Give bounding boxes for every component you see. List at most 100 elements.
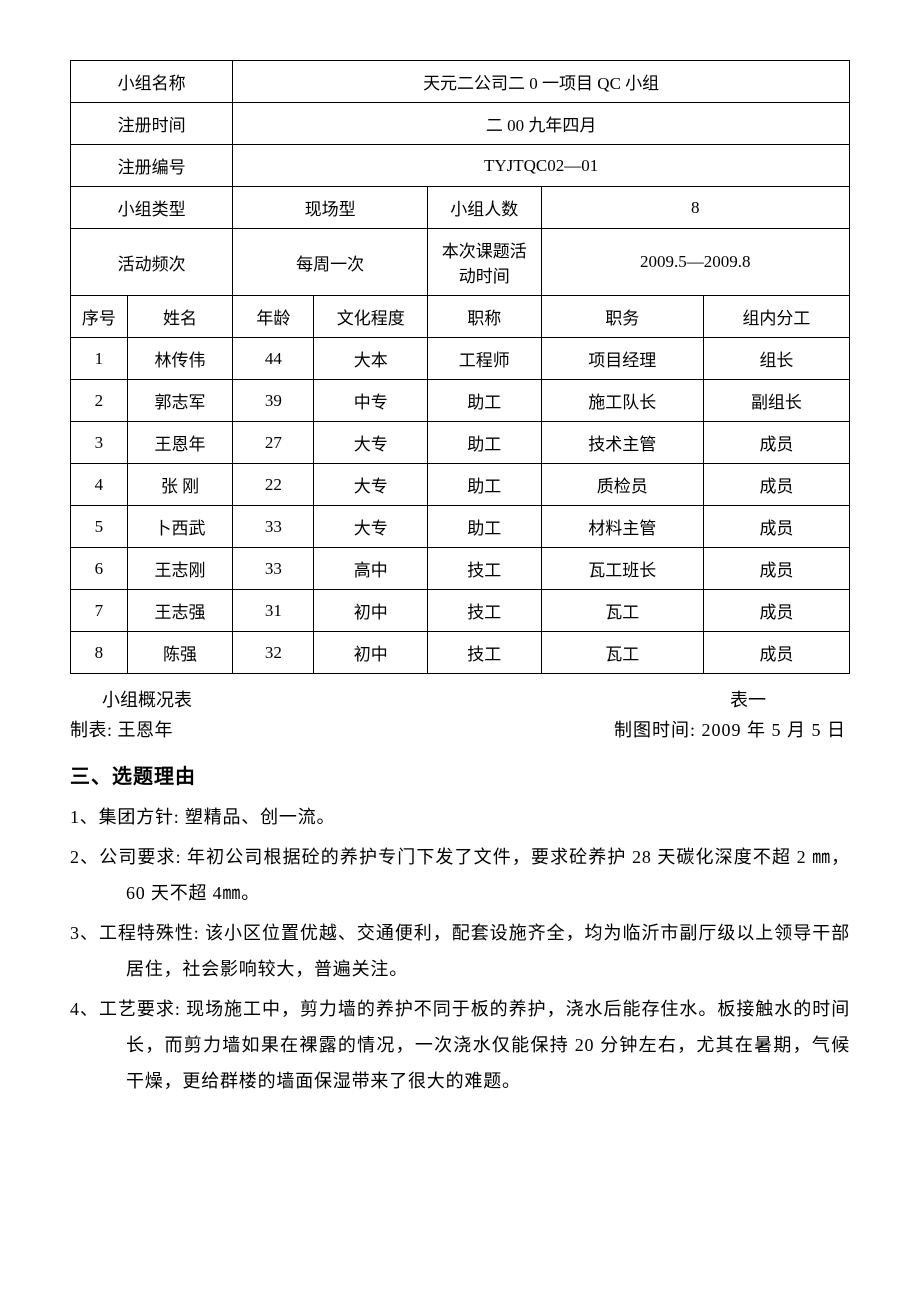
table-cell: 王恩年	[127, 422, 232, 464]
table-cell: 7	[71, 590, 128, 632]
table-cell: 项目经理	[541, 338, 703, 380]
paragraph-item: 3、工程特殊性: 该小区位置优越、交通便利，配套设施齐全，均为临沂市副厅级以上领…	[126, 915, 850, 987]
register-time-value: 二 00 九年四月	[233, 103, 850, 145]
table-cell: 成员	[703, 506, 849, 548]
table-cell: 22	[233, 464, 314, 506]
table-row: 6王志刚33高中技工瓦工班长成员	[71, 548, 850, 590]
table-cell: 卜西武	[127, 506, 232, 548]
table-cell: 31	[233, 590, 314, 632]
register-time-label: 注册时间	[71, 103, 233, 145]
freq-label: 活动频次	[71, 229, 233, 296]
table-cell: 技工	[428, 632, 542, 674]
table-cell: 张 刚	[127, 464, 232, 506]
table-cell: 3	[71, 422, 128, 464]
table-cell: 44	[233, 338, 314, 380]
table-cell: 王志强	[127, 590, 232, 632]
table-row: 7王志强31初中技工瓦工成员	[71, 590, 850, 632]
table-row: 1林传伟44大本工程师项目经理组长	[71, 338, 850, 380]
col-title: 职称	[428, 296, 542, 338]
author-row: 制表: 王恩年 制图时间: 2009 年 5 月 5 日	[70, 716, 850, 742]
table-cell: 技术主管	[541, 422, 703, 464]
table-cell: 33	[233, 506, 314, 548]
col-age: 年龄	[233, 296, 314, 338]
table-cell: 高中	[314, 548, 428, 590]
author-date: 制图时间: 2009 年 5 月 5 日	[614, 716, 846, 742]
table-cell: 助工	[428, 506, 542, 548]
paragraph-item: 4、工艺要求: 现场施工中，剪力墙的养护不同于板的养护，浇水后能存住水。板接触水…	[126, 991, 850, 1099]
table-cell: 郭志军	[127, 380, 232, 422]
group-type-value: 现场型	[233, 187, 428, 229]
table-cell: 6	[71, 548, 128, 590]
col-name: 姓名	[127, 296, 232, 338]
table-row: 5卜西武33大专助工材料主管成员	[71, 506, 850, 548]
table-cell: 王志刚	[127, 548, 232, 590]
table-cell: 中专	[314, 380, 428, 422]
table-row: 8陈强32初中技工瓦工成员	[71, 632, 850, 674]
member-header-row: 序号 姓名 年龄 文化程度 职称 职务 组内分工	[71, 296, 850, 338]
table-cell: 质检员	[541, 464, 703, 506]
table-cell: 成员	[703, 632, 849, 674]
author-name: 制表: 王恩年	[70, 716, 173, 742]
info-row-name: 小组名称 天元二公司二 0 一项目 QC 小组	[71, 61, 850, 103]
table-cell: 助工	[428, 422, 542, 464]
info-row-register-no: 注册编号 TYJTQC02—01	[71, 145, 850, 187]
table-cell: 林传伟	[127, 338, 232, 380]
table-cell: 瓦工	[541, 590, 703, 632]
caption-right: 表一	[730, 686, 766, 712]
activity-time-value: 2009.5—2009.8	[541, 229, 849, 296]
group-name-value: 天元二公司二 0 一项目 QC 小组	[233, 61, 850, 103]
freq-value: 每周一次	[233, 229, 428, 296]
paragraph-item: 2、公司要求: 年初公司根据砼的养护专门下发了文件，要求砼养护 28 天碳化深度…	[126, 839, 850, 911]
group-type-label: 小组类型	[71, 187, 233, 229]
group-count-label: 小组人数	[428, 187, 542, 229]
table-cell: 技工	[428, 590, 542, 632]
info-row-type: 小组类型 现场型 小组人数 8	[71, 187, 850, 229]
info-row-freq: 活动频次 每周一次 本次课题活动时间 2009.5—2009.8	[71, 229, 850, 296]
table-row: 2郭志军39中专助工施工队长副组长	[71, 380, 850, 422]
table-cell: 大本	[314, 338, 428, 380]
group-info-table: 小组名称 天元二公司二 0 一项目 QC 小组 注册时间 二 00 九年四月 注…	[70, 60, 850, 674]
table-cell: 助工	[428, 380, 542, 422]
table-cell: 大专	[314, 422, 428, 464]
table-row: 3王恩年27大专助工技术主管成员	[71, 422, 850, 464]
section-title: 三、选题理由	[70, 760, 850, 789]
col-xuhao: 序号	[71, 296, 128, 338]
table-cell: 大专	[314, 464, 428, 506]
table-cell: 27	[233, 422, 314, 464]
table-caption: 小组概况表 表一	[70, 686, 850, 712]
table-cell: 瓦工班长	[541, 548, 703, 590]
register-no-label: 注册编号	[71, 145, 233, 187]
table-cell: 工程师	[428, 338, 542, 380]
table-cell: 组长	[703, 338, 849, 380]
table-cell: 8	[71, 632, 128, 674]
group-name-label: 小组名称	[71, 61, 233, 103]
table-cell: 33	[233, 548, 314, 590]
caption-left: 小组概况表	[102, 686, 192, 712]
table-cell: 2	[71, 380, 128, 422]
table-cell: 材料主管	[541, 506, 703, 548]
table-cell: 瓦工	[541, 632, 703, 674]
col-role: 组内分工	[703, 296, 849, 338]
table-cell: 助工	[428, 464, 542, 506]
table-cell: 副组长	[703, 380, 849, 422]
group-count-value: 8	[541, 187, 849, 229]
table-cell: 初中	[314, 632, 428, 674]
table-cell: 成员	[703, 548, 849, 590]
table-cell: 5	[71, 506, 128, 548]
table-cell: 4	[71, 464, 128, 506]
table-cell: 32	[233, 632, 314, 674]
table-cell: 施工队长	[541, 380, 703, 422]
info-row-register-time: 注册时间 二 00 九年四月	[71, 103, 850, 145]
table-cell: 技工	[428, 548, 542, 590]
register-no-value: TYJTQC02—01	[233, 145, 850, 187]
table-cell: 1	[71, 338, 128, 380]
activity-time-label: 本次课题活动时间	[428, 229, 542, 296]
col-edu: 文化程度	[314, 296, 428, 338]
table-cell: 成员	[703, 422, 849, 464]
table-cell: 大专	[314, 506, 428, 548]
table-cell: 陈强	[127, 632, 232, 674]
table-cell: 成员	[703, 590, 849, 632]
table-cell: 初中	[314, 590, 428, 632]
table-cell: 成员	[703, 464, 849, 506]
paragraph-item: 1、集团方针: 塑精品、创一流。	[126, 799, 850, 835]
